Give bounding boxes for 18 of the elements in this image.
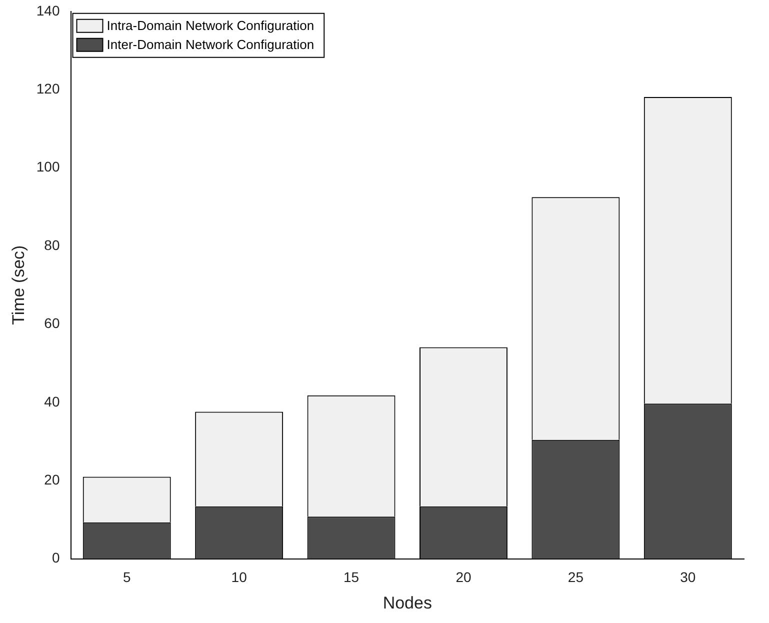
y-tick-label: 40 [44,393,60,410]
y-tick-label: 120 [36,80,60,96]
x-tick-label: 25 [568,569,584,586]
x-tick-label: 5 [122,569,131,586]
y-tick-label: 100 [36,158,60,175]
legend-label: Intra-Domain Network Configuration [106,18,314,33]
y-tick-label: 20 [44,471,60,488]
x-tick-label: 10 [231,569,248,586]
y-tick-label: 140 [36,2,60,18]
y-tick-label: 80 [44,236,60,253]
y-tick-label: 0 [52,550,60,566]
x-tick-label: 30 [680,569,696,586]
x-axis-title: Nodes [382,593,432,612]
x-tick-label: 20 [456,569,472,586]
x-tick-label: 15 [343,569,360,586]
legend-label: Inter-Domain Network Configuration [106,36,314,52]
y-tick-label: 60 [44,315,60,332]
y-axis-title: Time (sec) [8,245,28,325]
